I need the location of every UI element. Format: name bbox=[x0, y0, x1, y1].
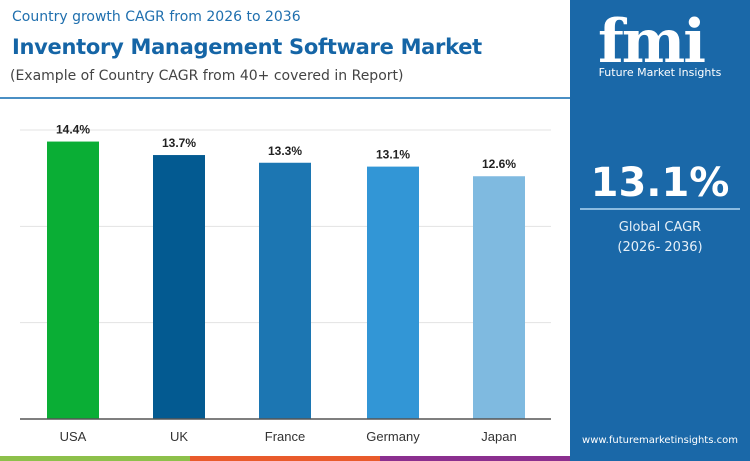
bar-germany bbox=[367, 166, 419, 419]
bar-france bbox=[259, 162, 311, 419]
stripe-green bbox=[0, 456, 190, 461]
bar-uk bbox=[153, 155, 205, 419]
x-tick-label: Germany bbox=[366, 429, 420, 444]
x-tick-label: UK bbox=[170, 429, 188, 444]
x-tick-label: France bbox=[265, 429, 305, 444]
website-url: www.futuremarketinsights.com bbox=[582, 435, 738, 446]
x-tick-label: USA bbox=[60, 429, 87, 444]
bar-japan bbox=[473, 176, 525, 419]
header-divider bbox=[0, 97, 570, 99]
panel-divider bbox=[580, 208, 740, 210]
data-label: 13.7% bbox=[162, 136, 196, 150]
data-label: 14.4% bbox=[56, 123, 90, 137]
chart-title: Inventory Management Software Market bbox=[12, 35, 482, 59]
data-label: 12.6% bbox=[482, 157, 516, 171]
stripe-purple bbox=[380, 456, 570, 461]
bar-chart: 14.4% USA 13.7% UK 13.3% France 13.1% Germany 12… bbox=[20, 123, 551, 444]
stripe-orange bbox=[190, 456, 380, 461]
data-label: 13.1% bbox=[376, 148, 410, 162]
global-cagr-label: Global CAGR bbox=[618, 220, 702, 235]
global-cagr-period: (2026- 2036) bbox=[617, 240, 703, 255]
data-label: 13.3% bbox=[268, 144, 302, 158]
bar-usa bbox=[47, 141, 99, 419]
global-cagr-label-block: Global CAGR (2026- 2036) bbox=[570, 218, 750, 258]
global-cagr-value: 13.1% bbox=[590, 160, 730, 206]
fmi-logo: fmi bbox=[598, 7, 706, 77]
x-tick-label: Japan bbox=[481, 429, 516, 444]
side-panel: fmi Future Market Insights 13.1% Global … bbox=[570, 0, 750, 461]
chart-supertitle: Country growth CAGR from 2026 to 2036 bbox=[12, 9, 301, 25]
logo-text: Future Market Insights bbox=[598, 66, 722, 79]
chart-subtitle: (Example of Country CAGR from 40+ covere… bbox=[10, 68, 404, 84]
